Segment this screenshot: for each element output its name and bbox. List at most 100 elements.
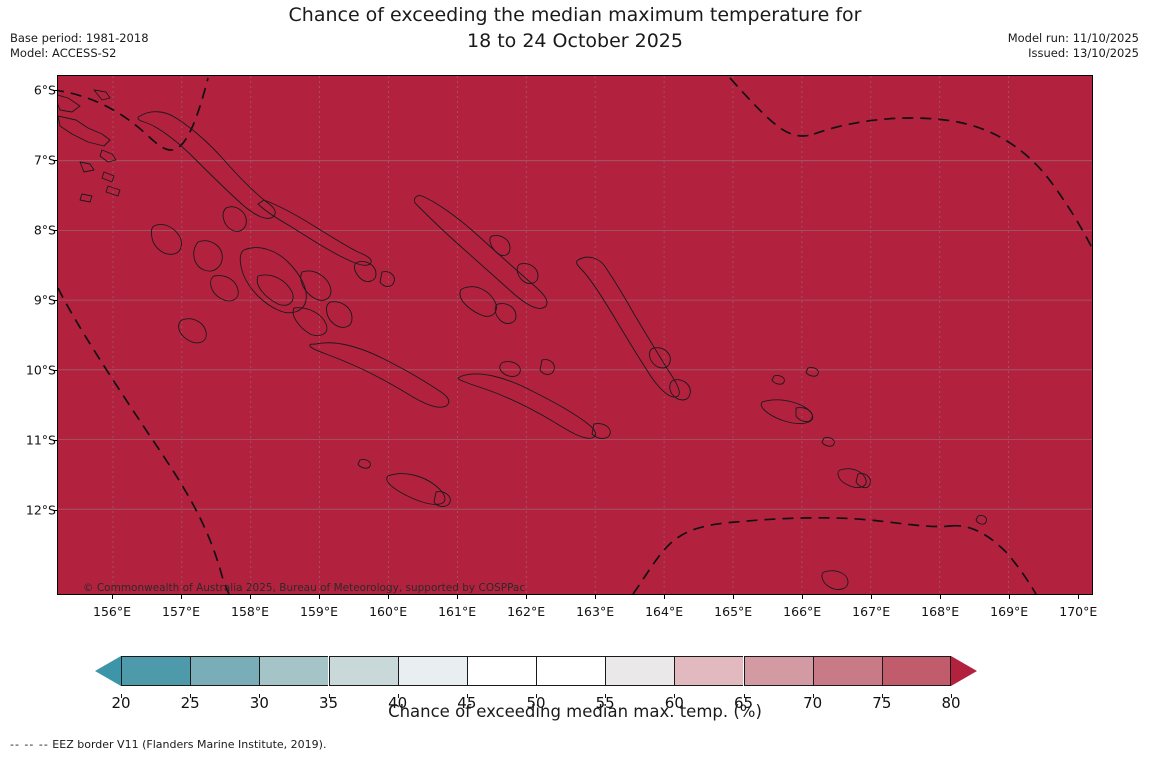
colorbar-segment bbox=[605, 656, 675, 686]
colorbar-tick-label: 65 bbox=[733, 694, 754, 712]
colorbar-tick-mark bbox=[190, 694, 192, 698]
latitude-tick-label: 10°S bbox=[25, 362, 56, 378]
longitude-tick-mark bbox=[250, 595, 251, 599]
colorbar-tick-mark bbox=[328, 694, 330, 698]
forecast-map[interactable]: Choiseul © Commonwealth of Australia 202… bbox=[57, 75, 1093, 595]
eez-footnote: -- -- -- EEZ border V11 (Flanders Marine… bbox=[10, 738, 326, 751]
latitude-tick-label: 8°S bbox=[33, 222, 56, 238]
colorbar-segment bbox=[743, 656, 813, 686]
latitude-tick-mark bbox=[53, 300, 57, 301]
longitude-tick-label: 163°E bbox=[576, 604, 615, 619]
issued-text: Issued: 13/10/2025 bbox=[1028, 46, 1139, 60]
page-title: Chance of exceeding the median maximum t… bbox=[0, 2, 1150, 54]
colorbar-tick-mark bbox=[743, 694, 745, 698]
latitude-tick-label: 12°S bbox=[25, 502, 56, 518]
title-line-2: 18 to 24 October 2025 bbox=[467, 30, 683, 52]
coastline-outlines bbox=[58, 89, 987, 590]
model-run-text: Model run: 11/10/2025 bbox=[1007, 31, 1139, 45]
colorbar-tick-mark bbox=[605, 694, 607, 698]
latitude-tick-mark bbox=[53, 369, 57, 371]
metadata-left: Base period: 1981-2018 Model: ACCESS-S2 bbox=[10, 31, 149, 61]
colorbar-tick-mark bbox=[536, 694, 537, 698]
colorbar-tick-label: 55 bbox=[595, 694, 615, 712]
latitude-tick-label: 6°S bbox=[33, 82, 56, 98]
longitude-tick-label: 158°E bbox=[230, 604, 270, 619]
colorbar-tick-label: 70 bbox=[803, 694, 823, 712]
longitude-tick-mark bbox=[1078, 595, 1080, 599]
colorbar-tick-label: 40 bbox=[388, 694, 408, 712]
graticule-meridians bbox=[112, 76, 1009, 594]
model-text: Model: ACCESS-S2 bbox=[10, 46, 117, 60]
colorbar-tick-label: 45 bbox=[457, 694, 477, 712]
longitude-tick-label: 162°E bbox=[507, 604, 546, 619]
latitude-tick-label: 9°S bbox=[33, 292, 56, 308]
colorbar-over-arrow bbox=[951, 656, 977, 686]
colorbar-tick-mark bbox=[951, 694, 952, 698]
title-line-1: Chance of exceeding the median maximum t… bbox=[288, 4, 862, 26]
longitude-tick-mark bbox=[871, 595, 873, 599]
longitude-tick-mark bbox=[802, 595, 804, 599]
base-period-text: Base period: 1981-2018 bbox=[10, 31, 149, 45]
longitude-tick-label: 167°E bbox=[852, 604, 891, 619]
colorbar-segment bbox=[190, 656, 260, 686]
colorbar-tick-mark bbox=[674, 694, 676, 698]
colorbar-tick-label: 80 bbox=[941, 694, 961, 712]
longitude-tick-label: 166°E bbox=[783, 604, 822, 619]
colorbar-tick-label: 75 bbox=[872, 694, 892, 712]
eez-footnote-text: EEZ border V11 (Flanders Marine Institut… bbox=[48, 738, 327, 751]
colorbar-segment bbox=[674, 656, 744, 686]
longitude-tick-mark bbox=[1009, 595, 1011, 599]
colorbar-tick-mark bbox=[397, 694, 399, 698]
longitude-tick-mark bbox=[181, 595, 182, 599]
colorbar-segment bbox=[881, 656, 951, 686]
colorbar-tick-mark bbox=[259, 694, 261, 698]
longitude-tick-mark bbox=[664, 595, 666, 599]
latitude-tick-mark bbox=[53, 89, 57, 91]
colorbar-tick-mark bbox=[881, 694, 883, 698]
colorbar[interactable]: 20 25 30 35 40 45 50 55 60 65 70 75 80 bbox=[0, 648, 1150, 712]
graticule-lines bbox=[58, 160, 1092, 510]
colorbar-segment bbox=[259, 656, 329, 686]
colorbar-tick-mark bbox=[812, 694, 814, 698]
colorbar-tick-mark bbox=[121, 694, 122, 698]
eez-border-line bbox=[58, 77, 1092, 594]
colorbar-segment bbox=[536, 656, 606, 686]
colorbar-tick-label: 25 bbox=[180, 694, 200, 712]
longitude-tick-label: 165°E bbox=[714, 604, 753, 619]
longitude-tick-label: 164°E bbox=[645, 604, 684, 619]
colorbar-tick-label: 60 bbox=[664, 694, 684, 712]
longitude-tick-mark bbox=[112, 595, 113, 599]
colorbar-label: Chance of exceeding median max. temp. (%… bbox=[388, 702, 762, 721]
colorbar-tick-label: 30 bbox=[249, 694, 269, 712]
longitude-tick-label: 170°E bbox=[1059, 604, 1098, 619]
colorbar-tick-label: 50 bbox=[526, 694, 546, 712]
colorbar-segment bbox=[328, 656, 398, 686]
latitude-tick-mark bbox=[53, 230, 57, 231]
map-copyright: © Commonwealth of Australia 2025, Bureau… bbox=[83, 582, 526, 594]
longitude-tick-label: 159°E bbox=[299, 604, 339, 619]
eez-dash-sample: -- -- -- bbox=[10, 738, 49, 751]
colorbar-segment bbox=[812, 656, 882, 686]
latitude-tick-label: 11°S bbox=[25, 432, 56, 448]
colorbar-tick-label: 35 bbox=[318, 694, 339, 712]
longitude-tick-mark bbox=[595, 595, 597, 599]
colorbar-bar[interactable]: 20 25 30 35 40 45 50 55 60 65 70 75 80 bbox=[95, 656, 977, 712]
colorbar-segment bbox=[397, 656, 467, 686]
latitude-tick-mark bbox=[53, 509, 57, 511]
longitude-tick-label: 161°E bbox=[438, 604, 477, 619]
longitude-tick-mark bbox=[733, 595, 735, 599]
colorbar-segment bbox=[466, 656, 536, 686]
colorbar-under-arrow bbox=[95, 656, 121, 686]
colorbar-segment bbox=[121, 656, 191, 686]
longitude-tick-mark bbox=[388, 595, 390, 599]
metadata-right: Model run: 11/10/2025 Issued: 13/10/2025 bbox=[1008, 31, 1139, 61]
longitude-tick-label: 169°E bbox=[990, 604, 1029, 619]
longitude-tick-label: 156°E bbox=[92, 604, 132, 619]
longitude-tick-mark bbox=[319, 595, 320, 599]
longitude-tick-label: 168°E bbox=[921, 604, 960, 619]
longitude-tick-mark bbox=[457, 595, 459, 599]
colorbar-tick-label: 20 bbox=[111, 694, 131, 712]
longitude-tick-mark bbox=[526, 595, 528, 599]
longitude-tick-mark bbox=[940, 595, 942, 599]
latitude-tick-mark bbox=[53, 160, 57, 162]
